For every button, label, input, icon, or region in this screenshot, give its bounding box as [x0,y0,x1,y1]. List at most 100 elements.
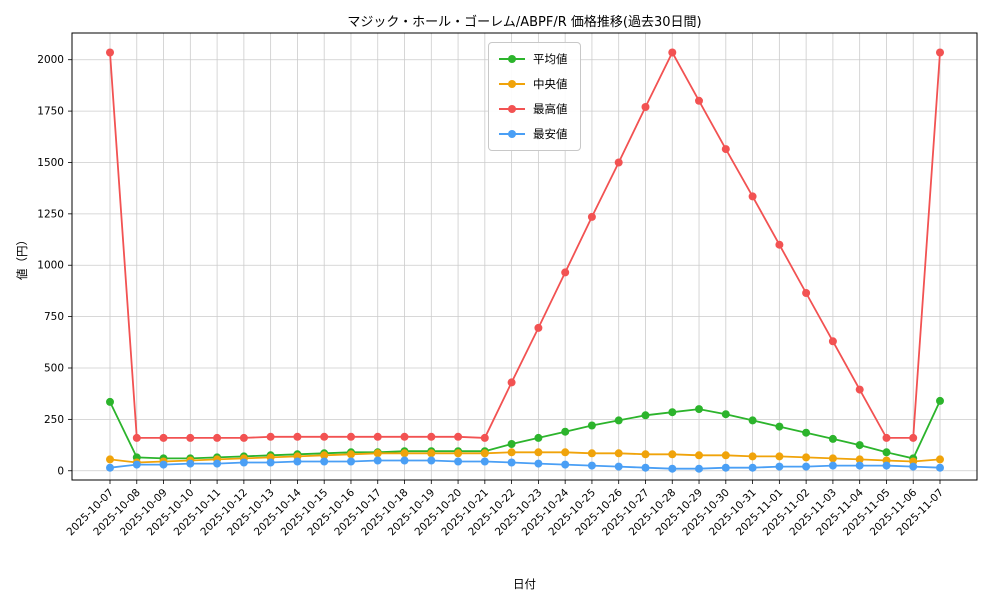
series-point [936,48,944,57]
series-point [748,463,757,472]
series-point [802,453,811,462]
series-point [239,433,248,442]
series-point [320,457,329,466]
series-point [534,433,543,442]
series-point [534,323,543,332]
series-point [802,289,811,297]
legend-marker-icon [499,80,525,88]
series-point [855,461,864,470]
series-point [721,463,730,472]
series-point [159,433,168,442]
series-point [614,462,623,471]
series-point [373,456,382,465]
series-point [106,397,114,406]
series-point [828,337,837,346]
series-point [507,378,516,387]
y-tick-label: 1750 [37,106,64,118]
series-point [614,158,623,167]
series-point [186,459,195,468]
series-point [614,449,623,458]
series-point [775,422,784,431]
series-point [454,457,463,466]
series-point [828,461,837,470]
series-point [587,449,596,458]
series-point [400,449,409,458]
series-point [159,460,168,469]
series-point [802,428,811,437]
x-axis-label: 日付 [513,577,536,591]
legend-item: 中央値 [499,76,568,92]
series-line-1 [109,451,941,464]
series-point [587,461,596,470]
series-line-2 [109,50,941,439]
series-point [668,450,677,459]
series-point [239,458,248,467]
series-point [855,385,864,394]
series-point [480,433,489,442]
y-tick-label: 1000 [37,260,64,272]
series-point [695,464,703,473]
series-point [668,464,677,473]
y-tick-label: 0 [57,465,64,477]
series-point [855,455,864,464]
legend: 平均値中央値最高値最安値 [488,42,581,151]
series-point [347,457,355,466]
series-point [427,456,436,465]
legend-label: 最安値 [533,127,568,141]
series-point [641,463,650,472]
series-point [721,145,730,154]
legend-marker-icon [499,130,525,138]
y-tick-label: 2000 [37,54,64,66]
series-point [507,458,516,467]
series-point [695,405,703,414]
series-point [748,452,757,461]
series-point [561,448,570,457]
series-point [347,432,355,441]
series-point [641,450,650,459]
series-point [132,433,141,442]
series-point [213,459,222,468]
series-point [347,450,355,459]
y-tick-label: 1500 [37,157,64,169]
series-point [293,432,302,441]
y-tick-label: 500 [44,362,64,374]
series-point [534,459,543,468]
series-point [400,456,409,465]
y-tick-label: 1250 [37,208,64,220]
series-point [668,408,677,417]
series-point [695,451,703,460]
series-point [909,462,918,471]
series-point [614,416,623,425]
legend-label: 中央値 [533,77,568,91]
series-point [266,432,275,441]
legend-label: 平均値 [533,52,568,66]
series-point [587,212,596,221]
series-point [587,421,596,430]
legend-marker-icon [499,105,525,113]
series-point [909,433,918,442]
legend-item: 最安値 [499,126,568,142]
series-point [454,432,463,441]
chart-title: マジック・ホール・ゴーレム/ABPF/R 価格推移(過去30日間) [347,15,702,30]
series-point [106,455,114,464]
series-line-3 [109,459,941,470]
series-point [668,48,677,57]
series-point [748,416,757,425]
series-point [427,432,436,441]
series-point [695,96,703,105]
series-point [775,452,784,461]
series-point [641,411,650,420]
series-point [855,441,864,450]
series-point [748,192,757,201]
series-point [507,448,516,457]
series-point [480,449,489,458]
series-point [721,410,730,419]
series-point [106,463,114,472]
series-point [373,432,382,441]
series-point [641,103,650,111]
legend-label: 最高値 [533,102,568,116]
plot-border [71,32,978,481]
legend-item: 最高値 [499,101,568,117]
